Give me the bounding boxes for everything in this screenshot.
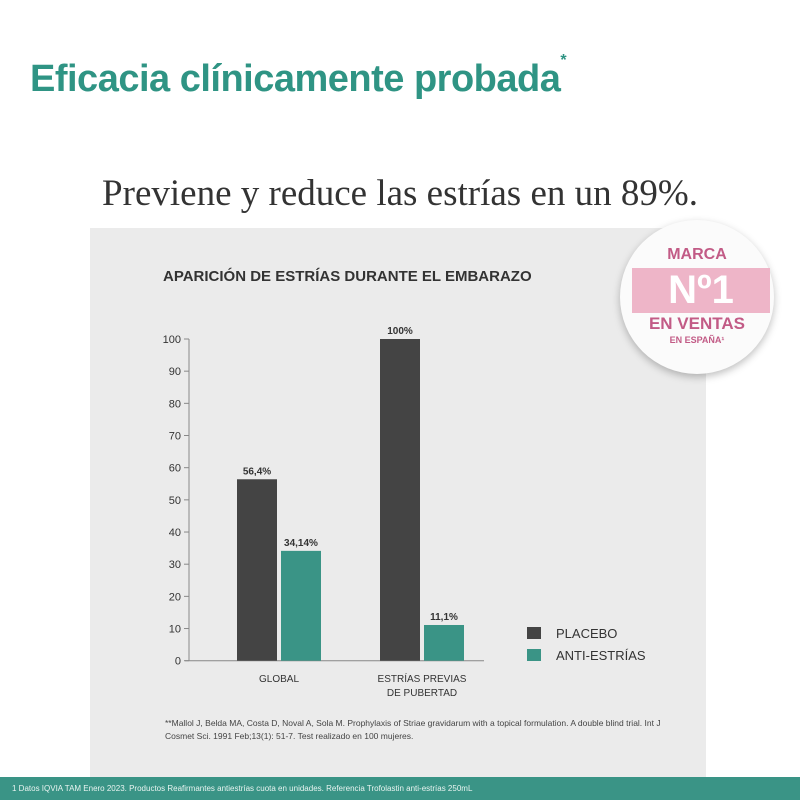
bar-anti-estrias	[281, 550, 321, 661]
y-tick-label: 70	[169, 431, 181, 443]
data-label: 11,1%	[430, 612, 458, 623]
y-tick-label: 10	[169, 624, 181, 636]
legend-label: PLACEBO	[556, 626, 617, 641]
data-label: 56,4%	[243, 466, 271, 477]
y-tick-label: 20	[169, 591, 181, 603]
legend-swatch	[527, 649, 541, 661]
badge-line4: EN ESPAÑA¹	[669, 335, 725, 345]
bar-placebo	[380, 339, 420, 661]
y-tick-label: 40	[169, 527, 181, 539]
y-tick-label: 30	[169, 559, 181, 571]
x-category-label: GLOBAL	[259, 674, 299, 685]
y-tick-label: 90	[169, 366, 181, 378]
chart-title: APARICIÓN DE ESTRÍAS DURANTE EL EMBARAZO	[163, 267, 532, 285]
bar-anti-estrias	[424, 624, 464, 661]
reference-note: **Mallol J, Belda MA, Costa D, Noval A, …	[165, 718, 661, 741]
page-subtitle: Previene y reduce las estrías en un 89%.	[102, 173, 698, 214]
bar-placebo	[237, 479, 277, 661]
data-label: 100%	[387, 326, 413, 337]
brand-badge: MARCA Nº1 EN VENTAS EN ESPAÑA¹	[620, 220, 774, 374]
badge-line1: MARCA	[667, 246, 727, 263]
y-tick-label: 0	[175, 656, 181, 668]
y-tick-label: 60	[169, 463, 181, 475]
x-category-label: DE PUBERTAD	[387, 688, 457, 699]
legend-swatch	[527, 627, 541, 639]
page-title: Eficacia clínicamente probada*	[30, 52, 567, 100]
badge-line3: EN VENTAS	[648, 314, 746, 333]
legend-label: ANTI-ESTRÍAS	[556, 648, 646, 663]
data-label: 34,14%	[284, 538, 318, 549]
x-category-label: ESTRÍAS PREVIAS	[378, 672, 467, 685]
badge-number: Nº1	[632, 268, 770, 313]
footer-note: 1 Datos IQVIA TAM Enero 2023. Productos …	[0, 777, 800, 800]
y-tick-label: 80	[169, 398, 181, 410]
y-tick-label: 100	[163, 334, 181, 346]
y-tick-label: 50	[169, 495, 181, 507]
